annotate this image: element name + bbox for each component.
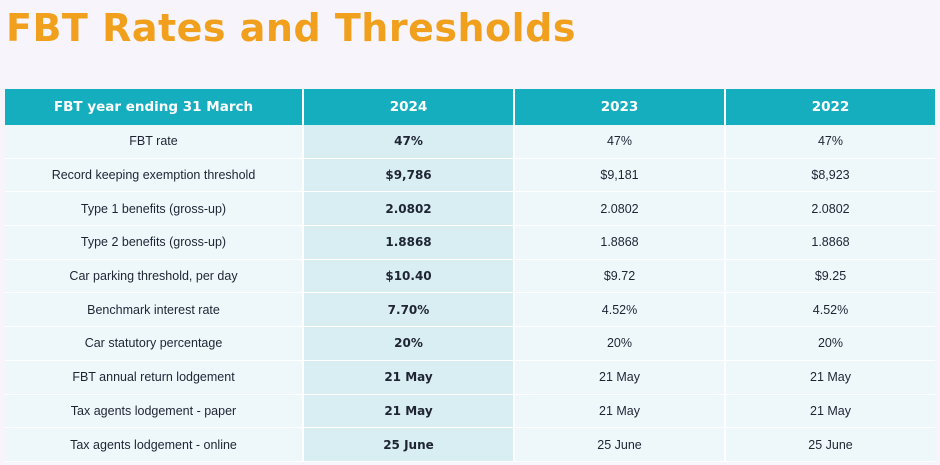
value-2022-cell: 4.52%	[724, 292, 935, 328]
value-2023-cell: 1.8868	[513, 225, 725, 260]
value-2024-cell: 20%	[302, 326, 514, 361]
table-row: Record keeping exemption threshold $9,786…	[5, 158, 935, 193]
row-label-cell: FBT rate	[5, 125, 303, 159]
row-label-cell: Tax agents lodgement - paper	[5, 394, 303, 429]
header-label-column: FBT year ending 31 March	[5, 89, 303, 125]
value-2024-cell: $9,786	[302, 158, 514, 193]
value-2023-cell: 4.52%	[513, 292, 725, 328]
value-2022-cell: 47%	[724, 125, 935, 159]
value-2024-cell: 7.70%	[302, 292, 514, 328]
table-row: Benchmark interest rate 7.70% 4.52% 4.52%	[5, 292, 935, 328]
row-label-cell: Type 2 benefits (gross-up)	[5, 225, 303, 260]
table-row: FBT rate 47% 47% 47%	[5, 125, 935, 159]
header-year-2023: 2023	[513, 89, 725, 125]
value-2024-cell: 21 May	[302, 394, 514, 429]
row-label-cell: FBT annual return lodgement	[5, 360, 303, 395]
fbt-rates-table: FBT year ending 31 March 2024 2023 2022 …	[5, 89, 935, 462]
table-row: Tax agents lodgement - paper 21 May 21 May…	[5, 394, 935, 429]
value-2022-cell: 20%	[724, 326, 935, 361]
row-label-cell: Benchmark interest rate	[5, 292, 303, 328]
value-2024-cell: 47%	[302, 125, 514, 159]
header-year-2024: 2024	[302, 89, 514, 125]
row-label-cell: Record keeping exemption threshold	[5, 158, 303, 193]
value-2024-cell: 25 June	[302, 427, 514, 462]
value-2022-cell: 1.8868	[724, 225, 935, 260]
value-2023-cell: $9,181	[513, 158, 725, 193]
value-2023-cell: $9.72	[513, 259, 725, 294]
page-title: FBT Rates and Thresholds	[6, 6, 576, 50]
value-2022-cell: 21 May	[724, 394, 935, 429]
table-row: Car statutory percentage 20% 20% 20%	[5, 326, 935, 361]
value-2023-cell: 21 May	[513, 394, 725, 429]
value-2022-cell: 2.0802	[724, 191, 935, 227]
value-2023-cell: 20%	[513, 326, 725, 361]
value-2024-cell: $10.40	[302, 259, 514, 294]
value-2024-cell: 21 May	[302, 360, 514, 395]
value-2022-cell: $9.25	[724, 259, 935, 294]
table-body: FBT rate 47% 47% 47% Record keeping exemptio…	[5, 125, 935, 462]
value-2022-cell: 21 May	[724, 360, 935, 395]
value-2024-cell: 1.8868	[302, 225, 514, 260]
table-row: Tax agents lodgement - online 25 June 25 J…	[5, 427, 935, 462]
row-label-cell: Tax agents lodgement - online	[5, 427, 303, 462]
table-row: Type 2 benefits (gross-up) 1.8868 1.8868 1.…	[5, 225, 935, 260]
value-2023-cell: 2.0802	[513, 191, 725, 227]
value-2023-cell: 25 June	[513, 427, 725, 462]
value-2024-cell: 2.0802	[302, 191, 514, 227]
table-header-row: FBT year ending 31 March 2024 2023 2022	[5, 89, 935, 125]
header-year-2022: 2022	[724, 89, 935, 125]
table-row: Car parking threshold, per day $10.40 $9.7…	[5, 259, 935, 294]
table-row: FBT annual return lodgement 21 May 21 May 2…	[5, 360, 935, 395]
row-label-cell: Car statutory percentage	[5, 326, 303, 361]
value-2022-cell: 25 June	[724, 427, 935, 462]
value-2023-cell: 47%	[513, 125, 725, 159]
row-label-cell: Car parking threshold, per day	[5, 259, 303, 294]
row-label-cell: Type 1 benefits (gross-up)	[5, 191, 303, 227]
table-row: Type 1 benefits (gross-up) 2.0802 2.0802 2.…	[5, 191, 935, 227]
value-2022-cell: $8,923	[724, 158, 935, 193]
value-2023-cell: 21 May	[513, 360, 725, 395]
